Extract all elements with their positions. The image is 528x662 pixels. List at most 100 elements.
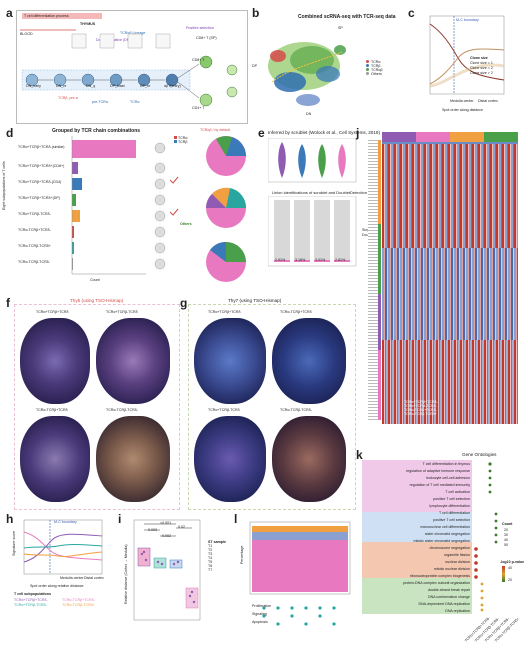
- panel-d-pie-3: [206, 242, 246, 282]
- panel-e-title: Inferred by scrublet (Wolock et al., Cel…: [268, 130, 380, 135]
- panel-h-line-2: [23, 531, 103, 561]
- panel-k-count-2: 30: [504, 533, 508, 537]
- panel-d-legend: TCRα TCRβ: [174, 136, 187, 144]
- panel-i-legend-2: T2: [208, 548, 213, 552]
- panel-a-lineage-label: TCRαβ Lineage: [120, 31, 146, 35]
- panel-e-bar-4: [334, 200, 350, 262]
- go-term-9: positive T cell selection: [433, 518, 470, 522]
- panel-k-dots: [474, 462, 498, 612]
- panel-d-bars: [71, 136, 146, 275]
- panel-d-ylabel: Eight subpopulations of T cells: [2, 161, 6, 210]
- panel-h-legend-2: TCRα+TCRβ-TCRδ-: [14, 603, 47, 607]
- panel-k-go-band-3: [362, 542, 472, 578]
- panel-e-pct-2: 3.16%: [295, 258, 306, 262]
- panel-h-line-3: [23, 544, 103, 549]
- panel-c-xlabel: Spot order along distance: [442, 108, 483, 112]
- panel-d-legend-2: TCRβ: [178, 140, 188, 144]
- panel-g-label-3: TCRα+TCRβ-TCRδ: [208, 408, 240, 412]
- panel-j-heatmap: [382, 132, 518, 424]
- panel-d-cell-icons: [154, 142, 179, 270]
- panel-label-c: c: [408, 6, 415, 20]
- panel-i-legend: ST sample T1 T2 T3 T4 T5 T6 T7: [208, 540, 226, 572]
- panel-i-legend-7: T7: [208, 568, 213, 572]
- panel-d-bar-6: [72, 226, 74, 238]
- panel-k-count-1: 20: [504, 528, 508, 532]
- panel-a-marker-columns: [71, 33, 171, 49]
- panel-a-header-bar: [22, 13, 102, 19]
- panel-i-legend-6: T6: [208, 564, 213, 568]
- go-term-12: mitotic sister chromatid segregation: [413, 539, 470, 543]
- panel-e-bar-3: [314, 200, 330, 262]
- panel-e-violin-2: [298, 144, 306, 178]
- panel-i-box-3: [169, 559, 183, 569]
- panel-a-stage-8: CD4+ T: [192, 106, 205, 110]
- panel-g-tissue-4: [272, 416, 346, 502]
- panel-d-row-1: TCRα+TCRβ+TCRδ-(similar): [18, 145, 65, 149]
- panel-a-blood-label: BLOOD: [20, 32, 33, 36]
- panel-l-ylabel: Percentage: [240, 545, 244, 564]
- panel-d-title: Grouped by TCR chain combinations: [52, 128, 141, 134]
- panel-d-bar-4: [72, 194, 76, 206]
- panel-c-chart: [429, 15, 505, 95]
- panel-d-bar-1: [72, 140, 136, 158]
- panel-b-title: Combined scRNA-seq with TCR-seq data: [298, 14, 396, 20]
- go-term-17: ribonucleoprotein complex biogenesis: [409, 574, 470, 578]
- panel-label-g: g: [180, 296, 188, 310]
- panel-d-others-label: Others: [180, 222, 192, 226]
- panel-j-legend-1: TCRα+TCRβ+TCRδ-: [404, 400, 438, 404]
- panel-g-label-2: TCRα-TCRβ+TCRδ: [280, 310, 312, 314]
- panel-j-side-bar: [378, 140, 381, 420]
- panel-b-legend-3: TCRαβ: [371, 68, 383, 72]
- panel-c-legend-1: Clone size = 1: [470, 61, 493, 65]
- panel-k-terms: T cell differentiation in thymus regulati…: [362, 461, 470, 615]
- panel-i-ylabel: Relative distance (Cortex → Medulla): [124, 544, 128, 604]
- panel-f-title: Thy5 (using TSO-Hismap): [70, 298, 124, 303]
- panel-h-legend-3: TCRα-TCRβ+TCRδ-: [62, 598, 95, 602]
- panel-d-legend-1: TCRα: [178, 136, 188, 140]
- legend-swatch-others: [366, 72, 369, 75]
- panel-c-legend-title: Clone size: [470, 56, 488, 60]
- go-term-6: positive T cell selection: [433, 497, 470, 501]
- go-term-5: T cell activation: [445, 490, 470, 494]
- panel-a-note-2: pre-TCRα: [92, 100, 108, 104]
- panel-h-annotation: M-C boundary: [54, 520, 77, 524]
- legend-swatch-beta: [366, 64, 369, 67]
- panel-e-legend-1: Singlet: [362, 228, 373, 232]
- panel-a-positive-selection: Positive selection: [186, 26, 214, 30]
- panel-a-header: T cell differentiation process: [24, 14, 69, 18]
- panel-k-count-4: 50: [504, 543, 508, 547]
- panel-j-legend-2: TCRα+TCRβ-TCRδ-: [404, 404, 437, 408]
- panel-label-k: k: [356, 448, 363, 462]
- panel-a-stage-6: αβT(entry): [164, 84, 181, 88]
- panel-a-arrows: [38, 63, 200, 99]
- panel-h-line-1: [23, 533, 103, 563]
- panel-i-legend-1: T1: [208, 544, 213, 548]
- panel-i-pval-1: 0.003: [148, 528, 157, 532]
- panel-h-ylabel: Signature score: [12, 530, 16, 556]
- panel-h-legend-title: T cell subpopulations: [14, 592, 51, 596]
- go-term-13: chromosome segregation: [429, 546, 470, 550]
- panel-j-gene-column: [368, 140, 380, 420]
- panel-d-xlabel: Count: [90, 278, 100, 282]
- panel-h-chart: [23, 519, 103, 575]
- panel-e-bar-1: [274, 200, 290, 262]
- panel-d-bar-2: [72, 162, 78, 174]
- panel-c-legend-2: Clone size = 2: [470, 66, 493, 70]
- panel-d-pie-title-1: TCRαβ / by default: [200, 128, 231, 132]
- panel-e-stacked-bars: [268, 196, 357, 267]
- panel-h-legend-4: TCRα-TCRβ-TCRδ+: [62, 603, 95, 607]
- panel-d-pie-1: [206, 136, 246, 176]
- panel-b-sp-label: SP: [338, 26, 343, 30]
- panel-d-row-5: TCRα+TCRβ-TCRδ-: [18, 212, 51, 216]
- panel-b-dp-label: DP: [252, 64, 257, 68]
- panel-a-cells: [25, 55, 238, 107]
- panel-d-bar-7: [72, 242, 74, 254]
- panel-i-legend-4: T4: [208, 556, 213, 560]
- legend-swatch-ab: [366, 68, 369, 71]
- panel-d-bar-8: [72, 258, 73, 270]
- panel-j-block-1: [382, 144, 518, 248]
- panel-k-padj-title: -log10 p-value: [500, 560, 525, 564]
- panel-c-axis-right: Distal cortex: [478, 99, 498, 103]
- panel-label-l: l: [234, 512, 238, 526]
- go-term-15: nuclear division: [445, 560, 470, 564]
